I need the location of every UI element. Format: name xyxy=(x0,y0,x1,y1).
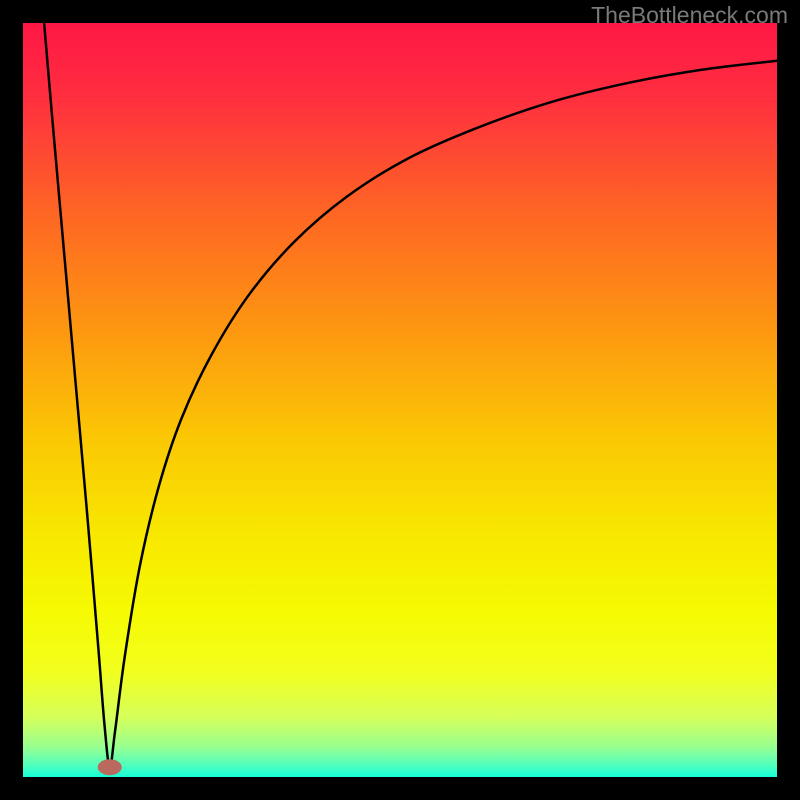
chart-frame: TheBottleneck.com xyxy=(0,0,800,800)
minimum-marker xyxy=(98,759,122,775)
gradient-curve-chart xyxy=(23,23,777,777)
watermark-label: TheBottleneck.com xyxy=(591,2,788,29)
plot-area xyxy=(23,23,777,777)
gradient-background xyxy=(23,23,777,777)
